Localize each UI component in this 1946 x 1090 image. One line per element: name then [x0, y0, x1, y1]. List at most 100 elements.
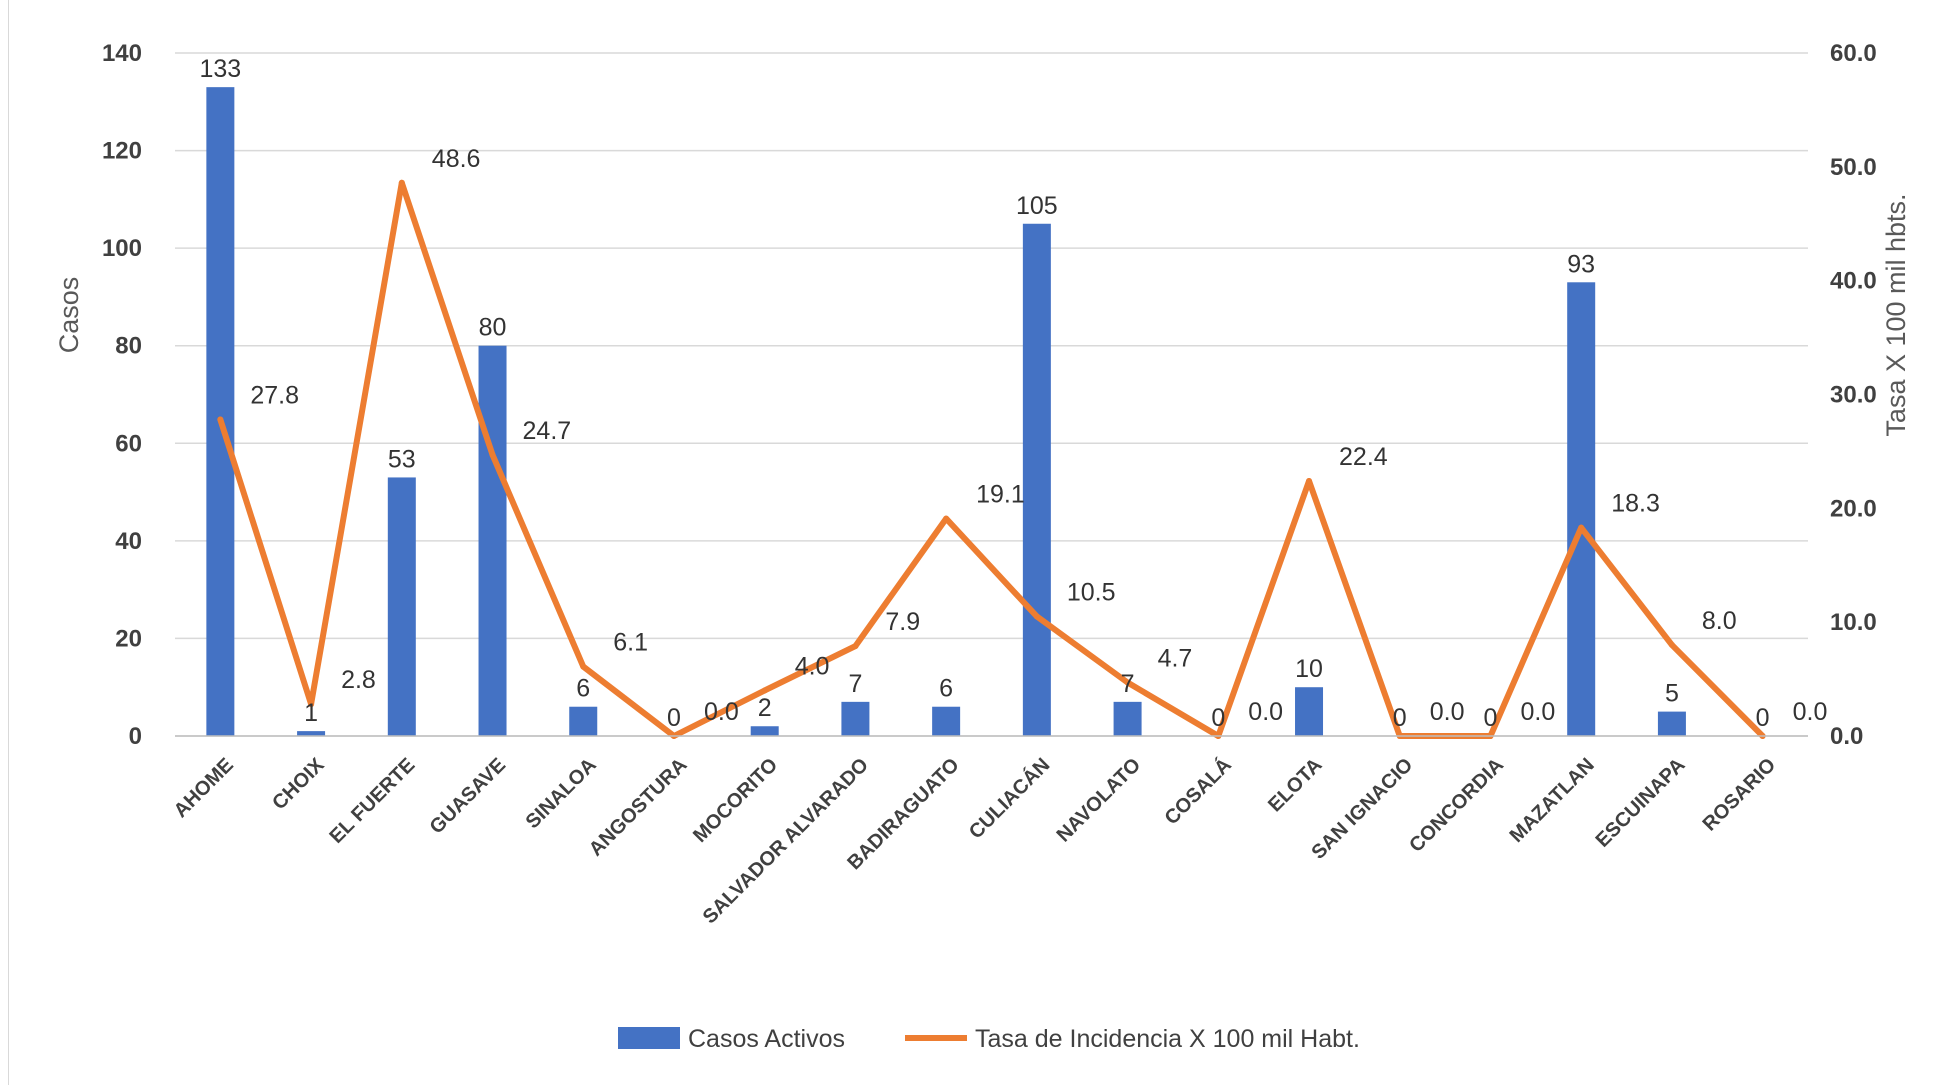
line-data-label: 4.7: [1158, 644, 1193, 672]
x-tick-label: ELOTA: [1264, 754, 1326, 816]
line-path: [217, 179, 1766, 739]
line-data-label: 19.1: [976, 481, 1025, 509]
x-tick-label: MAZATLAN: [1506, 754, 1599, 847]
y2-tick-label: 60.0: [1830, 40, 1877, 67]
bar-data-label: 6: [576, 675, 590, 703]
y2-tick-label: 20.0: [1830, 495, 1877, 522]
bar-data-label: 7: [1121, 670, 1135, 698]
y-tick-label: 100: [102, 235, 142, 262]
bar: [1295, 687, 1324, 736]
bar-data-label: 133: [200, 55, 242, 83]
bar: [206, 87, 235, 736]
bar: [1113, 701, 1142, 736]
bar: [932, 706, 961, 736]
y2-tick-label: 50.0: [1830, 154, 1877, 181]
bar: [750, 726, 779, 736]
line-data-label: 6.1: [613, 629, 648, 657]
x-tick-label: MOCORITO: [689, 754, 782, 847]
x-tick-label: ANGOSTURA: [585, 754, 692, 861]
line-point: [580, 663, 587, 670]
y-axis-title: Casos: [54, 277, 84, 354]
bar-data-label: 0: [1484, 704, 1498, 732]
bar: [841, 701, 870, 736]
gridlines: [175, 52, 1808, 737]
line-data-label: 0.0: [704, 698, 739, 726]
x-tick-label: EL FUERTE: [325, 754, 419, 848]
bar-data-label: 80: [479, 314, 507, 342]
y2-tick-label: 30.0: [1830, 382, 1877, 409]
line-point: [1306, 478, 1313, 485]
x-tick-label: CULIACÁN: [964, 753, 1054, 843]
bar: [297, 731, 326, 736]
bar-data-label: 1: [304, 699, 318, 727]
x-tick-label: COSALÁ: [1160, 753, 1236, 829]
x-tick-label: SINALOA: [522, 754, 601, 833]
line-point: [943, 515, 950, 522]
line-data-label: 0.0: [1520, 698, 1555, 726]
bar-data-label: 53: [388, 445, 416, 473]
bar: [387, 477, 416, 736]
legend: Casos Activos Tasa de Incidencia X 100 m…: [618, 1025, 1360, 1053]
line-data-label: 8.0: [1702, 607, 1737, 635]
x-tick-label: AHOME: [170, 754, 238, 822]
x-tick-label: ROSARIO: [1699, 754, 1781, 836]
x-tick-label: CONCORDIA: [1405, 754, 1508, 857]
x-tick-label: CHOIX: [268, 754, 329, 815]
line-data-label: 0.0: [1248, 698, 1283, 726]
line-point: [1668, 641, 1675, 648]
bar-data-label: 6: [939, 675, 953, 703]
line-series-tasa: [217, 179, 1766, 739]
x-tick-label: SALVADOR ALVARADO: [699, 754, 873, 928]
line-data-label: 27.8: [250, 382, 299, 410]
line-point: [398, 179, 405, 186]
y-tick-label: 0: [129, 723, 142, 750]
line-point: [1124, 679, 1131, 686]
bar-data-label: 93: [1567, 250, 1595, 278]
bar-data-label: 0: [1211, 704, 1225, 732]
line-data-label: 24.7: [523, 417, 572, 445]
x-tick-label: NAVOLATO: [1053, 754, 1146, 847]
bar-data-label: 0: [667, 704, 681, 732]
bar-data-label: 7: [848, 670, 862, 698]
line-data-label: 7.9: [885, 608, 920, 636]
bar-data-label: 10: [1295, 655, 1323, 683]
data-labels: 133 1 53 80 6 0 2 7 6 105 7 0 10 0 0 93 5 0 27.8 2.8 48.6 24.…: [200, 55, 1828, 732]
line-data-label: 48.6: [432, 145, 481, 173]
bar: [1022, 223, 1051, 736]
bar-data-label: 105: [1016, 192, 1058, 220]
line-data-label: 0.0: [1793, 698, 1828, 726]
bar-series-casos-activos: [206, 87, 1686, 736]
y-tick-label: 120: [102, 138, 142, 165]
y2-tick-label: 10.0: [1830, 609, 1877, 636]
line-data-label: 18.3: [1611, 490, 1660, 518]
line-point: [852, 643, 859, 650]
y-tick-label: 40: [115, 528, 142, 555]
y2-tick-label: 0.0: [1830, 723, 1863, 750]
line-point: [761, 687, 768, 694]
x-tick-label: GUASAVE: [426, 754, 510, 838]
line-data-label: 10.5: [1067, 578, 1116, 606]
y-tick-label: 60: [115, 430, 142, 457]
bar-data-label: 5: [1665, 680, 1679, 708]
bar: [478, 345, 507, 736]
y2-tick-label: 40.0: [1830, 268, 1877, 295]
legend-swatch-bar: [618, 1027, 680, 1049]
y-tick-label: 20: [115, 625, 142, 652]
legend-label-bar: Casos Activos: [688, 1025, 845, 1053]
bar: [1657, 711, 1686, 736]
line-data-label: 2.8: [341, 666, 376, 694]
y-tick-label: 80: [115, 333, 142, 360]
line-data-label: 22.4: [1339, 443, 1388, 471]
line-point: [1033, 613, 1040, 620]
bar-data-label: 2: [758, 694, 772, 722]
line-point: [217, 416, 224, 423]
frame-border: [8, 0, 9, 1085]
y2-axis-title: Tasa X 100 mil hbts.: [1881, 193, 1911, 436]
y-tick-label: 140: [102, 40, 142, 67]
bar-data-label: 0: [1393, 704, 1407, 732]
bar: [1567, 282, 1596, 736]
x-tick-label: ESCUINAPA: [1592, 754, 1690, 852]
legend-label-line: Tasa de Incidencia X 100 mil Habt.: [975, 1025, 1360, 1053]
